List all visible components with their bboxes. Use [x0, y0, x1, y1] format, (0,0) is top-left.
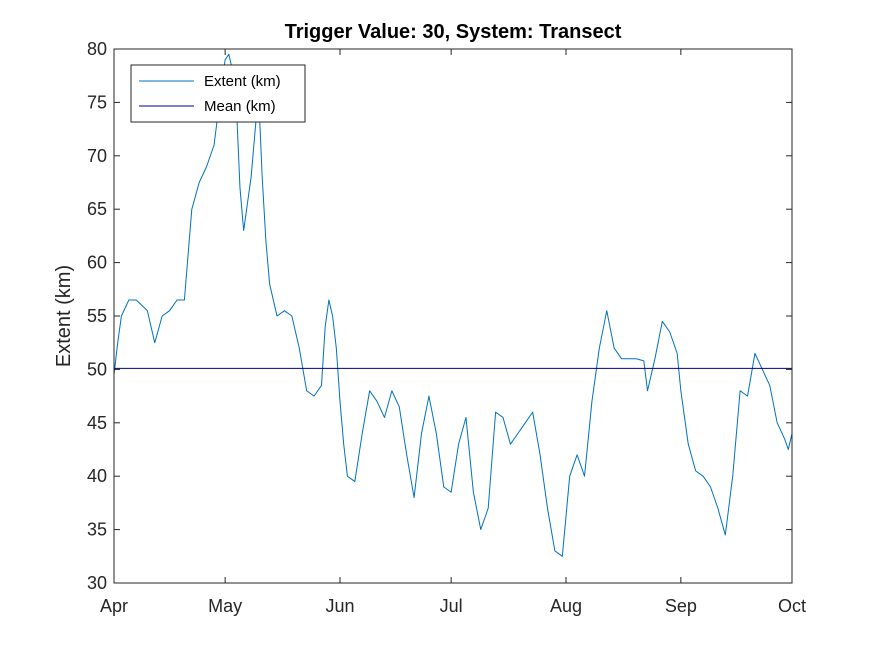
chart-title: Trigger Value: 30, System: Transect — [285, 21, 622, 43]
x-tick-label: Jun — [325, 596, 354, 616]
legend-label-mean: Mean (km) — [204, 98, 276, 115]
series-layer — [113, 53, 793, 557]
y-tick-label: 60 — [87, 253, 107, 273]
y-tick-label: 65 — [87, 199, 107, 219]
y-tick-label: 80 — [87, 39, 107, 59]
legend-box — [130, 64, 306, 123]
x-tick-label: Apr — [100, 596, 128, 616]
y-tick-label: 70 — [87, 146, 107, 166]
legend: Extent (km) Mean (km) — [130, 64, 306, 123]
x-tick-label: Sep — [665, 596, 697, 616]
y-tick-label: 75 — [87, 92, 107, 112]
y-axis-label: Extent (km) — [53, 265, 75, 367]
x-axis-ticks: Apr May Jun Jul Aug Sep Oct — [100, 49, 806, 616]
y-axis-ticks: 30 35 40 45 50 55 60 65 70 75 80 — [87, 39, 792, 593]
y-tick-label: 40 — [87, 466, 107, 486]
x-tick-label: Aug — [550, 596, 582, 616]
legend-label-extent: Extent (km) — [204, 73, 281, 90]
y-tick-label: 55 — [87, 306, 107, 326]
x-tick-label: May — [208, 596, 242, 616]
y-tick-label: 50 — [87, 359, 107, 379]
y-tick-label: 35 — [87, 520, 107, 540]
series-extent-line — [113, 53, 793, 557]
y-tick-label: 45 — [87, 413, 107, 433]
plot-area — [114, 49, 792, 583]
y-tick-label: 30 — [87, 573, 107, 593]
x-tick-label: Jul — [440, 596, 463, 616]
x-tick-label: Oct — [778, 596, 806, 616]
